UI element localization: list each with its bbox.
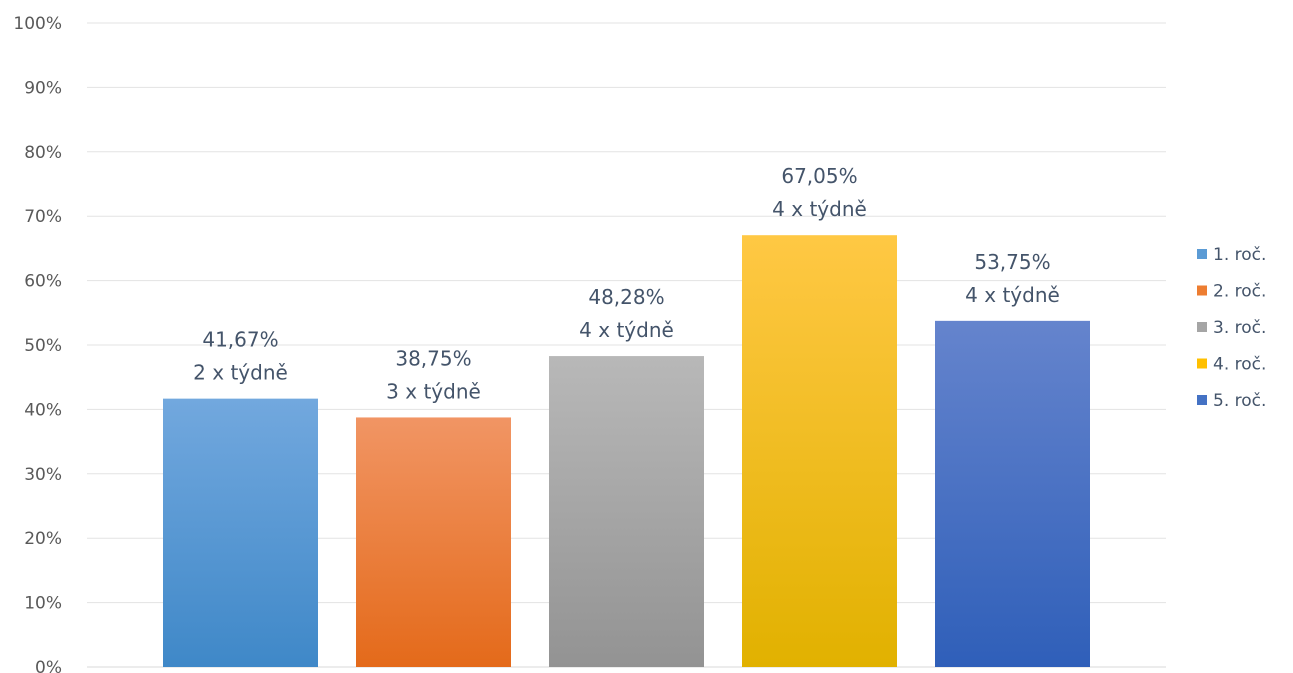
y-tick-label: 90% bbox=[24, 78, 62, 98]
legend-swatch bbox=[1197, 249, 1207, 259]
value-label: 67,05% bbox=[781, 164, 857, 188]
legend-swatch bbox=[1197, 322, 1207, 332]
y-tick-label: 20% bbox=[24, 529, 62, 549]
legend-label: 1. roč. bbox=[1213, 245, 1266, 265]
y-tick-label: 80% bbox=[24, 143, 62, 163]
bar-4[interactable] bbox=[742, 235, 897, 667]
bar-5[interactable] bbox=[935, 320, 1090, 667]
y-tick-label: 70% bbox=[24, 207, 62, 227]
frequency-label: 4 x týdně bbox=[579, 318, 674, 342]
legend-item[interactable]: 5. roč. bbox=[1197, 391, 1266, 411]
frequency-label: 2 x týdně bbox=[193, 361, 288, 385]
value-label: 53,75% bbox=[974, 250, 1050, 274]
legend-swatch bbox=[1197, 395, 1207, 405]
y-tick-label: 100% bbox=[13, 14, 62, 34]
frequency-label: 4 x týdně bbox=[965, 283, 1060, 307]
legend-label: 4. roč. bbox=[1213, 355, 1266, 375]
bar-2[interactable] bbox=[356, 417, 511, 667]
legend-swatch bbox=[1197, 285, 1207, 296]
legend-label: 2. roč. bbox=[1213, 282, 1266, 302]
frequency-label: 4 x týdně bbox=[772, 197, 867, 221]
bar-1[interactable] bbox=[163, 398, 318, 667]
y-tick-label: 40% bbox=[24, 400, 62, 420]
y-tick-label: 60% bbox=[24, 272, 62, 292]
y-tick-label: 0% bbox=[35, 658, 62, 673]
y-axis-ticks: 0% 10% 20% 30% 40% 50% 60% 70% 80% 90% 100% bbox=[13, 14, 62, 673]
legend-item[interactable]: 1. roč. bbox=[1197, 245, 1266, 265]
y-tick-label: 30% bbox=[24, 465, 62, 485]
bar-3[interactable] bbox=[549, 356, 704, 667]
y-tick-label: 10% bbox=[24, 594, 62, 614]
y-tick-label: 50% bbox=[24, 336, 62, 356]
legend-item[interactable]: 4. roč. bbox=[1197, 355, 1266, 375]
value-label: 41,67% bbox=[202, 328, 278, 352]
legend-label: 5. roč. bbox=[1213, 391, 1266, 411]
legend: 1. roč. 2. roč. 3. roč. 4. roč. 5. roč. bbox=[1197, 245, 1266, 411]
value-label: 38,75% bbox=[395, 346, 471, 370]
legend-label: 3. roč. bbox=[1213, 318, 1266, 338]
legend-item[interactable]: 3. roč. bbox=[1197, 318, 1266, 338]
legend-item[interactable]: 2. roč. bbox=[1197, 282, 1266, 302]
frequency-label: 3 x týdně bbox=[386, 379, 481, 403]
bars bbox=[163, 235, 1090, 667]
data-labels: 41,67% 2 x týdně 38,75% 3 x týdně 48,28% 4 x … bbox=[193, 164, 1060, 403]
value-label: 48,28% bbox=[588, 285, 664, 309]
legend-swatch bbox=[1197, 358, 1207, 369]
